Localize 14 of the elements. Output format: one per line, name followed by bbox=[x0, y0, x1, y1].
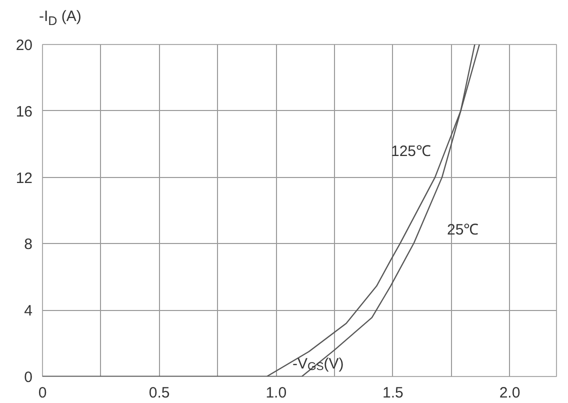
y-tick-label: 16 bbox=[16, 103, 33, 120]
series-label: 25℃ bbox=[446, 221, 479, 238]
y-tick-label: 8 bbox=[24, 236, 32, 254]
x-tick-label: 0 bbox=[38, 384, 47, 402]
y-tick-label: 12 bbox=[16, 170, 33, 187]
x-tick-label: 2.0 bbox=[499, 384, 520, 402]
y-tick-label: 4 bbox=[24, 302, 32, 320]
x-tick-label: 1.0 bbox=[266, 384, 287, 402]
y-tick-label: 0 bbox=[24, 369, 32, 386]
x-tick-label: 1.5 bbox=[382, 384, 404, 402]
x-tick-label: 0.5 bbox=[148, 384, 170, 402]
y-tick-label: 20 bbox=[16, 37, 33, 54]
y-axis-title: -I$_{D}$ (A) bbox=[39, 8, 82, 28]
series-label: 125℃ bbox=[390, 142, 432, 160]
